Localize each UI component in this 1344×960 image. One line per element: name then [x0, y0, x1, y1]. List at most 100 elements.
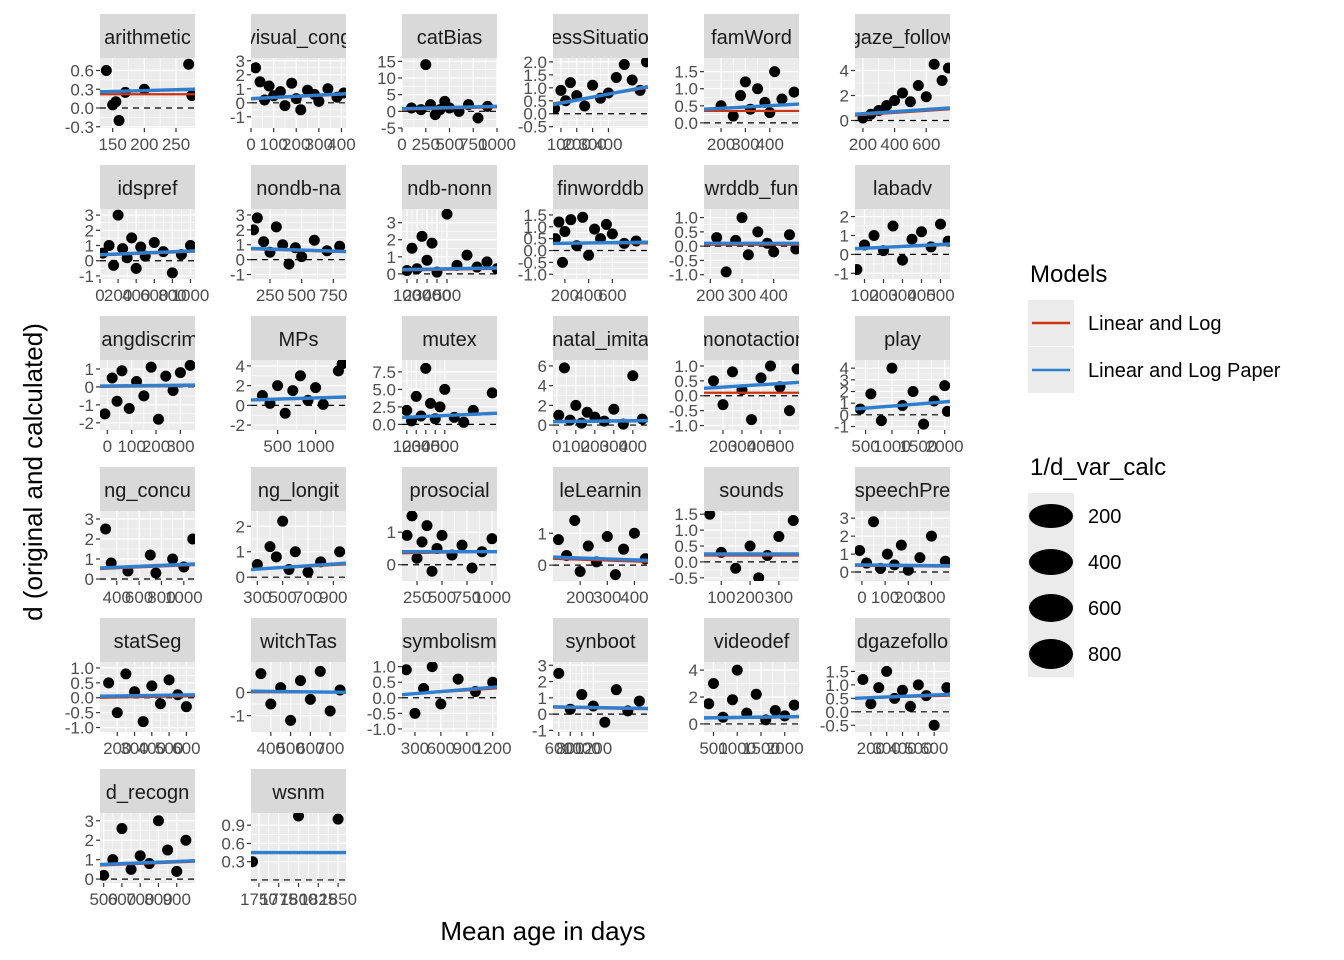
panel-0-ytick-label-1: 0.0	[70, 99, 94, 118]
panel-29-ytick-label-1: 0.0	[825, 703, 849, 722]
panel-24-ytick-label-3: 0.5	[70, 674, 94, 693]
panel-6-marks	[100, 209, 195, 279]
panel-3-ytick-label-0: -0.5	[518, 118, 547, 137]
panel-2-xtick-label-1: 250	[412, 135, 440, 154]
panel-6-point-3	[112, 209, 124, 221]
panel-30-point-0	[100, 869, 110, 881]
panel-4-xtick-label-2: 400	[756, 135, 784, 154]
panel-16-xtick-label-3: 500	[766, 437, 794, 456]
panel-0-point-3	[113, 115, 125, 126]
panel-10-xtick-label-0: 200	[696, 286, 724, 305]
panel-17-marks	[855, 362, 950, 430]
panel-19-ytick-label-0: 0	[236, 568, 245, 587]
panel-14-point-5	[425, 397, 436, 409]
panel-3-marks	[553, 58, 648, 115]
panel-12-ytick-label-2: 0	[85, 378, 94, 397]
panel-9-point-0	[553, 233, 561, 245]
panel-30-xtick-label-4: 900	[163, 890, 191, 909]
panel-4-ytick-label-1: 0.5	[674, 97, 698, 116]
panel-16-point-2	[727, 366, 738, 378]
panel-13-point-5	[294, 370, 306, 382]
panel-26-point-3	[426, 662, 438, 673]
panel-24-point-1	[111, 707, 123, 719]
panel-9-xtick-label-1: 400	[574, 286, 602, 305]
panel-11-ytick-label-3: 2	[840, 208, 849, 227]
panel-20-point-2	[411, 552, 423, 564]
panel-30-point-6	[152, 815, 164, 827]
panel-12-xtick-label-1: 100	[117, 437, 145, 456]
panel-12-strip	[100, 316, 195, 360]
panel-26-fit-linear-and-log-paper	[402, 685, 497, 697]
panel-16-ytick-label-4: 1.0	[674, 357, 698, 376]
panel-29-ytick-label-3: 1.0	[825, 676, 849, 695]
panel-14-point-7	[434, 401, 446, 413]
panel-14-xtick-label-0: 100	[393, 437, 421, 456]
panel-16-title: monotaction	[697, 329, 806, 351]
panel-24-title: statSeg	[114, 631, 182, 653]
panel-29-point-3	[881, 665, 893, 677]
panel-4-ytick-label-0: 0.0	[674, 114, 698, 133]
panel-21-xtick-label-0: 200	[566, 588, 594, 607]
panel-24-ytick-label-2: 0.0	[70, 689, 94, 708]
panel-4-point-5	[752, 83, 764, 95]
panel-20-point-1	[406, 511, 418, 522]
panel-31-point-0	[251, 856, 259, 868]
panel-8-ytick-label-3: 3	[387, 214, 396, 233]
panel-22-ytick-label-0: -0.5	[669, 569, 698, 588]
panel-8-point-4	[421, 254, 433, 266]
panel-13-marks	[251, 360, 346, 419]
panel-1-xtick-label-2: 200	[282, 135, 310, 154]
panel-17-ytick-label-1: 0	[840, 406, 849, 425]
panel-24-xtick-label-4: 600	[172, 739, 200, 758]
panel-29-xtick-label-4: 600	[920, 739, 948, 758]
panel-13-ytick-label-0: -2	[230, 416, 245, 435]
panel-31-ytick-label-1: 0.6	[221, 834, 245, 853]
panel-26-ytick-label-0: -1.0	[367, 720, 396, 739]
panel-16-ytick-label-3: 0.5	[674, 372, 698, 391]
panel-14-strip	[402, 316, 497, 360]
panel-8-xtick-label-1: 200	[403, 286, 431, 305]
panel-16-ytick-label-0: -1.0	[669, 417, 698, 436]
panel-19-ytick-label-1: 1	[236, 543, 245, 562]
panel-4-point-2	[735, 90, 747, 102]
panel-18-point-4	[150, 567, 162, 579]
panel-1-point-6	[279, 100, 291, 112]
panel-26-xtick-label-0: 300	[401, 739, 429, 758]
panel-9-strip	[553, 165, 648, 209]
panel-15-point-3	[570, 399, 582, 411]
panel-12-point-8	[152, 413, 164, 425]
panel-26-ytick-label-4: 1.0	[372, 658, 396, 677]
panel-6-xtick-label-4: 800	[158, 286, 186, 305]
panel-20-title: prosocial	[409, 480, 489, 502]
panel-25-ytick-label-1: 0	[236, 683, 245, 702]
panel-6-point-10	[148, 236, 160, 248]
panel-22-ytick-label-1: 0.0	[674, 553, 698, 572]
panel-3-xtick-label-1: 200	[563, 135, 591, 154]
panel-20-xtick-label-1: 500	[428, 588, 456, 607]
legend-label-linear-and-log-paper: Linear and Log Paper	[1088, 360, 1281, 382]
panel-4-point-3	[739, 76, 751, 88]
panel-21-fit-linear-and-log-paper	[553, 555, 648, 563]
panel-17-ytick-label-3: 2	[840, 383, 849, 402]
panel-19-point-0	[251, 558, 263, 570]
panel-5: gaze_follow 0 2 4 200 400 600	[840, 14, 950, 154]
panel-8-point-7	[441, 209, 453, 220]
panel-1-marks	[251, 62, 346, 116]
panel-14-title: mutex	[422, 329, 476, 351]
panel-11-ytick-label-2: 1	[840, 226, 849, 245]
panel-31-xtick-label-1: 1775	[260, 890, 298, 909]
panel-5-fit-linear-and-log-paper	[855, 106, 950, 116]
panel-23-xtick-label-2: 200	[894, 588, 922, 607]
panel-24-point-4	[137, 716, 149, 728]
panel-9-point-11	[606, 228, 618, 240]
legend: Models Linear and Log Linear and Log Pap…	[1028, 261, 1281, 677]
panel-29-fit-linear-and-log-paper	[855, 692, 950, 701]
panel-15-title: natal_imita	[552, 329, 650, 351]
panel-24-point-7	[163, 674, 175, 686]
panel-5-point-6	[904, 96, 916, 108]
panel-24-point-2	[120, 668, 132, 680]
panel-1-point-9	[295, 104, 307, 116]
panel-11-xtick-label-2: 300	[888, 286, 916, 305]
